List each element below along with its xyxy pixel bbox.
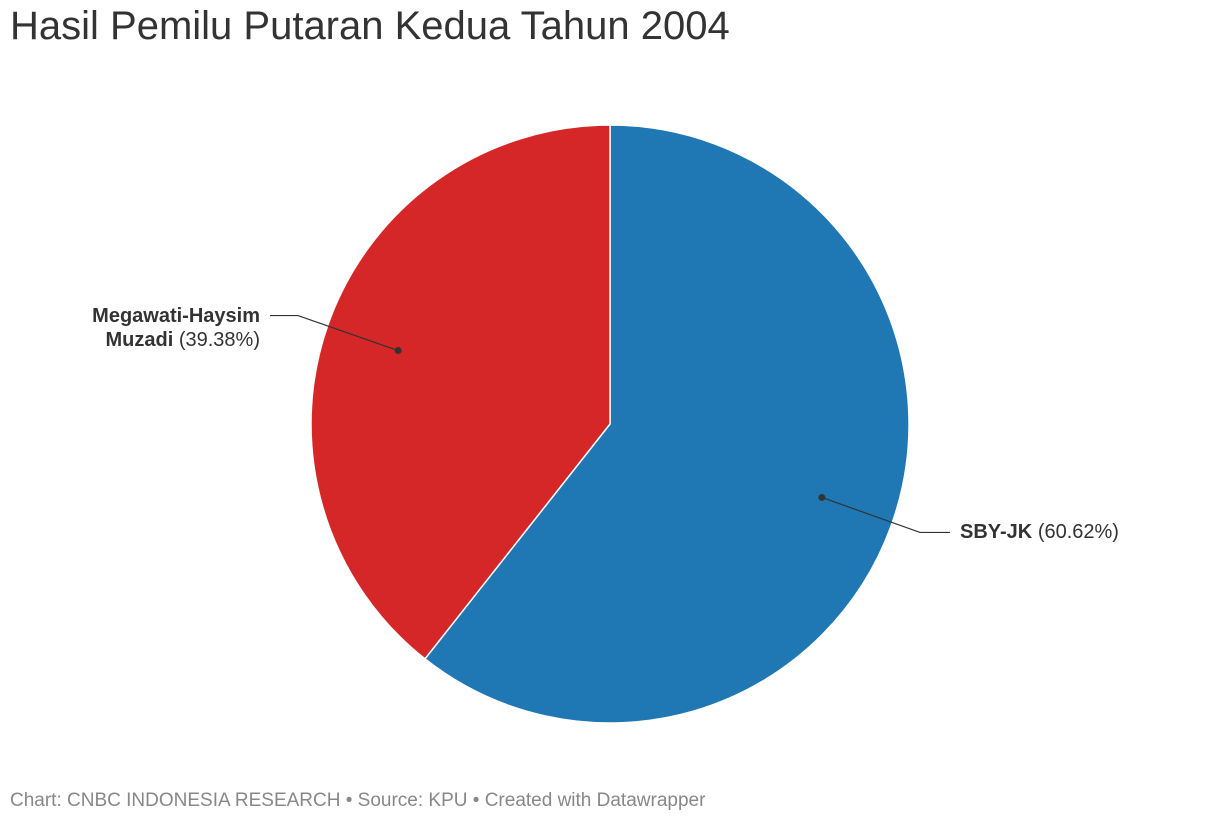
chart-title: Hasil Pemilu Putaran Kedua Tahun 2004 <box>10 4 730 48</box>
slice-label: Megawati-Haysim Muzadi (39.38%) <box>60 304 260 352</box>
pie-slice <box>423 124 910 724</box>
leader-line <box>270 314 399 352</box>
leader-dot <box>394 347 402 355</box>
leader-line <box>821 496 950 534</box>
slice-label: SBY-JK (60.62%) <box>960 520 1119 544</box>
slice-name: SBY-JK <box>960 521 1033 544</box>
slice-value: (39.38%) <box>178 328 260 351</box>
leader-dot <box>818 493 826 501</box>
slice-name: Megawati-Haysim Muzadi <box>92 304 260 351</box>
slice-value: (60.62%) <box>1037 521 1119 544</box>
footer: Chart: CNBC INDONESIA RESEARCH • Source:… <box>10 790 706 811</box>
